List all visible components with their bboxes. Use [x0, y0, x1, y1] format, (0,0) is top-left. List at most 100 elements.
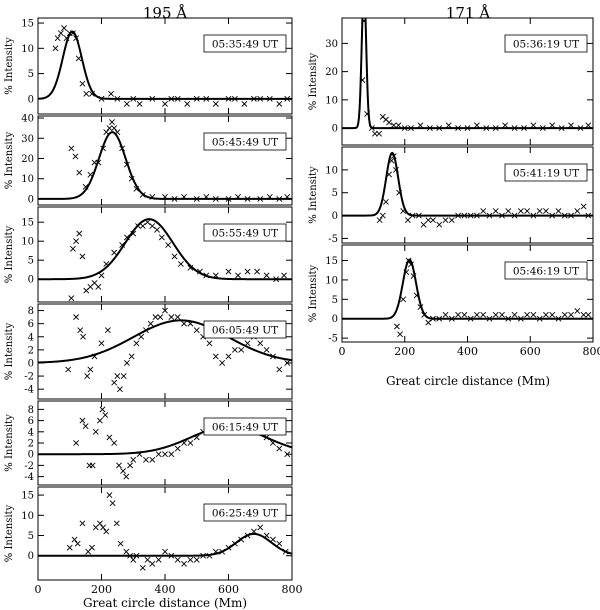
data-point [79, 253, 86, 260]
data-point [100, 145, 107, 152]
data-point [425, 217, 432, 224]
data-point [75, 55, 82, 62]
x-tick-label: 800 [583, 345, 600, 358]
panel-data [342, 18, 593, 137]
data-point [284, 360, 291, 366]
data-point [492, 208, 499, 214]
data-point [284, 95, 291, 102]
y-tick-label: 0 [332, 314, 338, 325]
data-point [276, 366, 283, 373]
x-tick-label: 200 [394, 345, 415, 358]
data-point [483, 125, 490, 131]
y-tick-label: 4 [28, 332, 34, 343]
data-point [111, 379, 118, 386]
data-point [181, 193, 187, 200]
data-point [524, 208, 531, 214]
data-point [162, 100, 168, 107]
data-point [511, 311, 518, 318]
data-point [79, 80, 86, 87]
data-point [430, 315, 436, 322]
y-tick-label: 40 [21, 114, 34, 125]
data-point [270, 440, 276, 446]
x-tick-label: 400 [457, 345, 478, 358]
data-point [155, 451, 162, 458]
x-tick-label: 400 [155, 583, 176, 596]
data-point [568, 311, 574, 318]
data-point [95, 159, 102, 166]
data-point [473, 212, 480, 219]
data-point [162, 548, 168, 555]
data-point [436, 221, 443, 228]
data-point [517, 208, 524, 214]
data-point [396, 189, 403, 196]
panel-data [342, 151, 593, 228]
data-point [282, 548, 289, 555]
time-label-box [203, 132, 287, 151]
panel-8: -5 0 5 10 % Intensity 05:41:19 UT [308, 146, 594, 245]
data-point [98, 95, 105, 102]
data-point [555, 315, 562, 322]
data-point [250, 528, 257, 535]
time-label: 06:25:49 UT [212, 508, 278, 520]
y-tick-label: 15 [21, 491, 34, 502]
data-point [65, 366, 72, 373]
data-point [442, 217, 449, 224]
data-point [149, 456, 156, 463]
data-point [276, 100, 283, 107]
data-point [98, 340, 105, 347]
data-point [244, 268, 251, 275]
data-point [171, 196, 178, 202]
data-point [244, 340, 251, 347]
y-axis-label: % Intensity [4, 414, 15, 472]
data-point [123, 234, 130, 241]
data-point [561, 311, 568, 318]
data-point [61, 25, 67, 32]
data-point [165, 242, 172, 248]
data-point [168, 95, 175, 102]
data-point [536, 315, 543, 322]
y-tick-label: -4 [24, 385, 34, 396]
data-point [417, 122, 424, 129]
data-point [149, 223, 156, 229]
data-point [492, 125, 499, 131]
data-point [95, 283, 102, 290]
y-tick-label: -5 [328, 234, 338, 245]
data-point [184, 100, 191, 107]
data-point [73, 314, 80, 321]
data-point [549, 122, 556, 129]
y-tick-label: 4 [28, 427, 34, 438]
data-point [266, 95, 273, 102]
time-label-box [203, 503, 287, 522]
data-point [257, 340, 264, 347]
data-point [511, 125, 518, 131]
data-point [549, 212, 556, 219]
y-tick-label: 20 [21, 154, 34, 165]
data-point [119, 145, 126, 152]
panel-frame [37, 206, 293, 303]
data-point [187, 320, 194, 327]
panel-9: -50510150200400600800% Intensity05:46:19… [308, 244, 600, 358]
data-point [400, 208, 407, 214]
data-point [388, 157, 395, 164]
data-point [149, 560, 156, 567]
data-point [77, 327, 84, 334]
y-tick-label: 10 [21, 511, 34, 522]
data-point [139, 191, 146, 198]
time-label-box [203, 223, 287, 242]
data-point [257, 196, 264, 202]
data-point [111, 440, 118, 446]
data-point [71, 536, 78, 543]
data-point [87, 171, 94, 178]
data-point [168, 314, 175, 321]
data-point [83, 90, 90, 97]
data-point [436, 125, 443, 131]
data-point [263, 272, 270, 279]
data-point [505, 208, 512, 214]
data-point [89, 544, 95, 551]
data-point [225, 268, 232, 275]
data-point [144, 219, 151, 226]
data-point [197, 268, 203, 275]
data-point [79, 417, 86, 424]
y-tick-label: 0 [28, 94, 34, 105]
data-point [162, 193, 168, 200]
